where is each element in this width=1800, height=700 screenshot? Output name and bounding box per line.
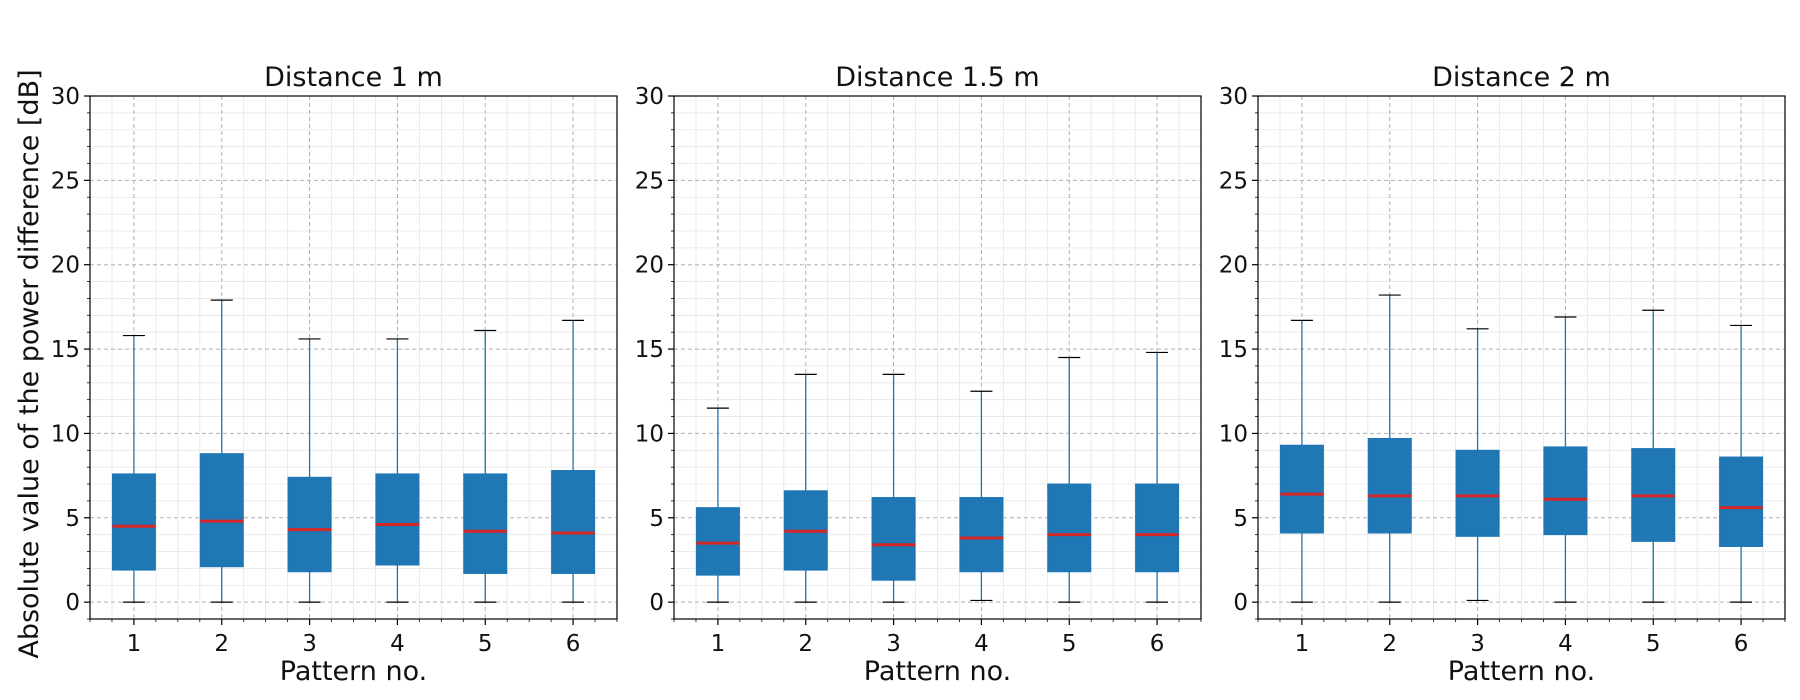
box-pattern-1 [111,334,156,603]
y-tick-label: 0 [1233,590,1248,616]
iqr-box [1719,456,1764,547]
y-tick-label: 20 [635,253,664,279]
iqr-box [199,453,244,568]
chart-panel-1: 0 5 10 15 20 25 30 1 2 3 4 5 6 Distance 1 m Pattern no… [51,62,618,687]
box-pattern-4 [959,390,1004,602]
x-axis-label: Pattern no. [864,656,1011,687]
x-tick-label: 4 [1558,631,1573,657]
y-tick-label: 5 [649,506,664,532]
x-tick-label: 2 [798,631,813,657]
y-tick-label: 25 [51,168,80,194]
box-pattern-3 [287,338,332,603]
y-tick-label: 10 [51,421,80,447]
x-tick-label: 6 [566,631,581,657]
iqr-box [463,473,508,574]
x-axis-label: Pattern no. [1448,656,1595,687]
box-pattern-5 [463,329,508,603]
box-pattern-6 [1135,351,1180,603]
y-tick-label: 30 [51,84,80,110]
box-pattern-6 [1719,324,1764,603]
x-tick-label: 2 [1382,631,1397,657]
box-pattern-1 [695,407,740,603]
iqr-box [287,476,332,573]
iqr-box [1135,483,1180,573]
x-tick-label: 1 [711,631,726,657]
iqr-box [1047,483,1092,573]
y-tick-label: 30 [1219,84,1248,110]
y-tick-label: 10 [1219,421,1248,447]
y-tick-label: 0 [65,590,80,616]
box-pattern-5 [1047,356,1092,603]
iqr-box [1279,444,1324,534]
box-pattern-5 [1631,309,1676,603]
y-tick-label: 20 [51,253,80,279]
x-tick-label: 5 [1646,631,1661,657]
y-tick-label: 5 [1233,506,1248,532]
box-pattern-2 [783,373,828,603]
box-pattern-4 [1543,316,1588,603]
x-tick-label: 4 [390,631,405,657]
x-tick-label: 3 [1470,631,1485,657]
box-pattern-2 [199,299,244,603]
y-axis-label: Absolute value of the power difference [… [14,69,45,658]
x-axis-label: Pattern no. [280,656,427,687]
y-tick-label: 20 [1219,253,1248,279]
chart-title: Distance 1 m [264,62,443,93]
chart-title: Distance 1.5 m [835,62,1039,93]
x-tick-label: 3 [886,631,901,657]
y-tick-label: 10 [635,421,664,447]
x-tick-label: 4 [974,631,989,657]
iqr-box [1543,446,1588,536]
box-pattern-6 [551,319,596,603]
iqr-box [695,507,740,576]
x-tick-label: 6 [1150,631,1165,657]
iqr-box [111,473,156,571]
box-pattern-1 [1279,319,1324,603]
box-pattern-3 [1455,328,1500,602]
box-pattern-2 [1367,294,1412,603]
y-tick-label: 5 [65,506,80,532]
iqr-box [1455,449,1500,537]
x-tick-label: 1 [127,631,142,657]
x-tick-label: 3 [302,631,317,657]
iqr-box [375,473,420,566]
chart-panel-2: 0 5 10 15 20 25 30 1 2 3 4 5 6 Distance 1.5 m Pattern … [635,62,1202,687]
x-tick-label: 6 [1734,631,1749,657]
iqr-box [1367,437,1412,534]
box-pattern-4 [375,338,420,603]
x-tick-label: 5 [478,631,493,657]
y-tick-label: 15 [51,337,80,363]
y-tick-label: 15 [1219,337,1248,363]
y-tick-label: 25 [635,168,664,194]
iqr-box [551,470,596,574]
x-tick-label: 2 [214,631,229,657]
y-tick-label: 30 [635,84,664,110]
y-tick-label: 25 [1219,168,1248,194]
x-tick-label: 5 [1062,631,1077,657]
chart-title: Distance 2 m [1432,62,1611,93]
y-tick-label: 0 [649,590,664,616]
y-tick-label: 15 [635,337,664,363]
iqr-box [959,497,1004,573]
box-pattern-3 [871,373,916,603]
iqr-box [871,497,916,581]
x-tick-label: 1 [1295,631,1310,657]
chart-panel-3: 0 5 10 15 20 25 30 1 2 3 4 5 6 Distance 2 m Pattern no… [1219,62,1786,687]
